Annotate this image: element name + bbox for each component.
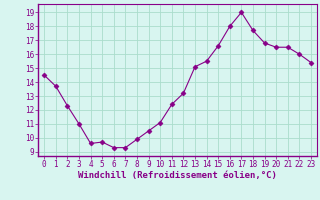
X-axis label: Windchill (Refroidissement éolien,°C): Windchill (Refroidissement éolien,°C) bbox=[78, 171, 277, 180]
